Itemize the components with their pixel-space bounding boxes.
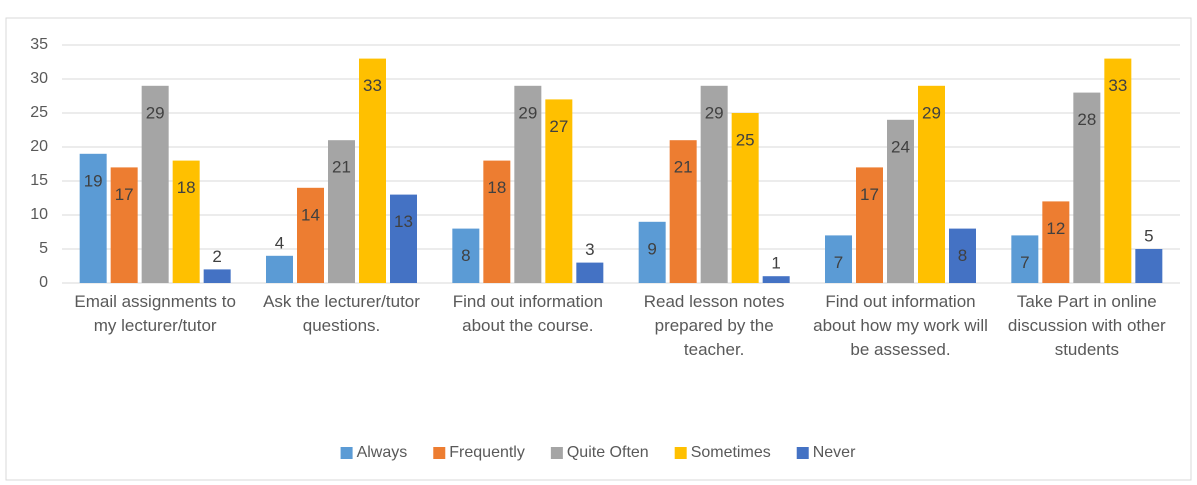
data-label: 12 (1046, 219, 1065, 238)
y-tick-label: 20 (30, 138, 48, 155)
data-label: 17 (860, 185, 879, 204)
data-label: 24 (891, 137, 910, 156)
y-tick-label: 15 (30, 172, 48, 189)
legend-label: Always (357, 444, 408, 461)
data-label: 8 (958, 246, 967, 265)
bar (918, 85, 945, 283)
y-tick-label: 5 (39, 240, 48, 257)
data-label: 29 (146, 103, 165, 122)
data-label: 28 (1077, 110, 1096, 129)
data-label: 19 (84, 171, 103, 190)
bar (887, 119, 914, 283)
x-tick-label: Take Part in online discussion with othe… (1007, 292, 1166, 359)
data-label: 13 (394, 212, 413, 231)
bar (576, 262, 604, 283)
bar (110, 167, 138, 283)
bar (669, 140, 697, 283)
x-tick-label: Read lesson notes prepared by the teache… (643, 292, 785, 359)
bar (359, 58, 386, 283)
x-tick-label: Find out information about how my work w… (813, 292, 988, 359)
data-label: 2 (212, 247, 221, 266)
legend-label: Never (813, 444, 856, 461)
y-tick-label: 0 (39, 274, 48, 291)
bar (1104, 58, 1132, 283)
bar (483, 160, 511, 283)
data-label: 21 (332, 158, 351, 177)
data-label: 29 (518, 103, 537, 122)
data-label: 25 (736, 130, 755, 149)
data-label: 17 (115, 185, 134, 204)
data-label: 9 (647, 239, 656, 258)
data-label: 33 (1108, 76, 1127, 95)
bar (762, 276, 790, 283)
bar (856, 167, 883, 283)
data-label: 7 (1020, 253, 1029, 272)
bar (203, 269, 231, 283)
data-label: 7 (834, 253, 843, 272)
legend-label: Quite Often (567, 444, 649, 461)
legend-label: Sometimes (691, 444, 771, 461)
data-label: 1 (771, 254, 780, 273)
data-label: 14 (301, 205, 320, 224)
data-label: 18 (487, 178, 506, 197)
y-tick-label: 10 (30, 206, 48, 223)
bar (297, 187, 324, 283)
bar (328, 140, 355, 283)
chart-border (5, 17, 1192, 481)
data-label: 5 (1144, 226, 1153, 245)
bar (638, 221, 666, 283)
data-label: 4 (275, 233, 284, 252)
legend-swatch (340, 447, 353, 459)
y-tick-label: 35 (30, 36, 48, 53)
bar (452, 228, 480, 283)
legend-swatch (674, 447, 687, 459)
x-tick-label: Email assignments to my lecturer/tutor (74, 292, 236, 335)
x-tick-label: Ask the lecturer/tutor questions. (263, 292, 420, 335)
data-label: 18 (177, 178, 196, 197)
bar (514, 85, 542, 283)
bar (825, 235, 852, 283)
legend-swatch (796, 447, 809, 459)
data-label: 29 (705, 103, 724, 122)
x-tick-label: Find out information about the course. (452, 292, 603, 335)
bar (949, 228, 976, 283)
legend-swatch (433, 447, 446, 459)
y-tick-label: 30 (30, 70, 48, 87)
bar (700, 85, 728, 283)
bar (1073, 92, 1101, 283)
bar (141, 85, 169, 283)
bar (79, 153, 107, 283)
data-label: 29 (922, 103, 941, 122)
data-label: 8 (461, 246, 470, 265)
data-label: 3 (585, 240, 594, 259)
legend-label: Frequently (449, 444, 525, 461)
bar (1042, 201, 1070, 283)
bar (731, 113, 759, 283)
data-label: 21 (674, 158, 693, 177)
bar (1011, 235, 1039, 283)
bar (266, 255, 293, 283)
data-label: 33 (363, 76, 382, 95)
bar (390, 194, 417, 283)
y-tick-label: 25 (30, 104, 48, 121)
bar (1135, 249, 1163, 283)
bar (172, 160, 200, 283)
legend-swatch (550, 447, 563, 459)
data-label: 27 (549, 117, 568, 136)
bar (545, 99, 573, 284)
